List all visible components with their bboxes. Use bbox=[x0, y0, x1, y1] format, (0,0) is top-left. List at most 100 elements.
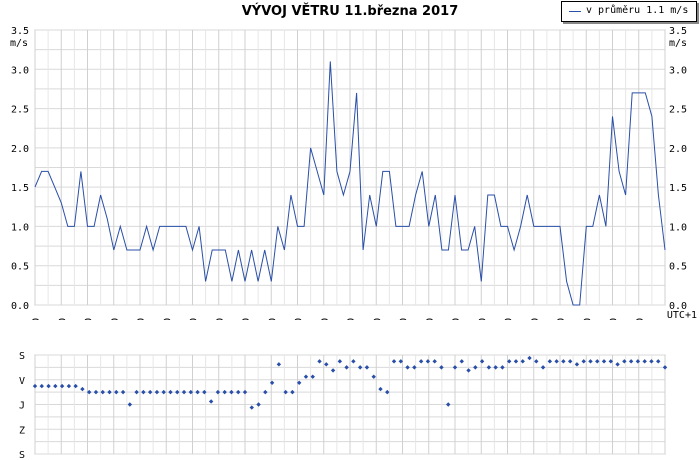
wind-direction-point bbox=[222, 389, 227, 395]
y-tick-label-right: 1.0 bbox=[669, 222, 687, 233]
wind-direction-point bbox=[493, 365, 498, 370]
wind-direction-point bbox=[263, 389, 268, 395]
wind-direction-point bbox=[378, 386, 383, 392]
dir-y-tick-label: S bbox=[19, 351, 25, 362]
y-tick-label-left: 1.5 bbox=[11, 183, 29, 194]
x-tick-label: 17:00 bbox=[477, 318, 488, 320]
wind-direction-point bbox=[188, 389, 194, 395]
x-tick-label: 02:00 bbox=[84, 318, 95, 320]
wind-direction-point bbox=[595, 359, 600, 364]
wind-direction-point bbox=[269, 380, 275, 385]
x-tick-label: 13:00 bbox=[372, 318, 383, 320]
wind-direction-point bbox=[120, 389, 126, 395]
wind-direction-point bbox=[168, 389, 173, 395]
wind-direction-point bbox=[283, 389, 288, 395]
wind-direction-point bbox=[473, 365, 478, 370]
wind-direction-point bbox=[276, 362, 282, 367]
wind-direction-point bbox=[303, 374, 309, 379]
x-tick-label: 01:00 bbox=[57, 318, 68, 320]
wind-direction-point bbox=[398, 359, 404, 364]
wind-direction-point bbox=[256, 402, 261, 407]
dir-y-tick-label: S bbox=[19, 450, 25, 460]
x-tick-label: 06:00 bbox=[189, 318, 200, 320]
wind-direction-point bbox=[46, 383, 51, 389]
y-tick-label-right: 0.5 bbox=[669, 262, 687, 273]
wind-direction-point bbox=[317, 359, 322, 364]
wind-direction-point bbox=[229, 389, 234, 395]
x-tick-label: 11:00 bbox=[320, 318, 331, 320]
x-tick-label: 04:00 bbox=[136, 318, 147, 320]
dir-y-tick-label: J bbox=[19, 401, 25, 412]
wind-direction-point bbox=[418, 359, 424, 364]
wind-direction-point bbox=[86, 389, 92, 395]
wind-direction-point bbox=[242, 389, 248, 395]
wind-direction-point bbox=[466, 368, 471, 373]
wind-direction-point bbox=[540, 365, 546, 370]
wind-direction-point bbox=[656, 359, 661, 364]
wind-direction-point bbox=[59, 383, 65, 389]
wind-direction-point bbox=[107, 389, 112, 395]
y-tick-label-right: 3.5 bbox=[669, 26, 687, 37]
wind-direction-point bbox=[324, 362, 329, 367]
wind-direction-point bbox=[351, 359, 356, 364]
wind-direction-point bbox=[175, 389, 180, 395]
wind-direction-point bbox=[80, 386, 85, 392]
wind-direction-point bbox=[581, 359, 586, 364]
x-tick-label: 08:00 bbox=[241, 318, 252, 320]
wind-direction-point bbox=[527, 355, 532, 361]
wind-direction-point bbox=[649, 359, 654, 364]
wind-direction-point bbox=[615, 362, 620, 367]
x-tick-label: 05:00 bbox=[162, 318, 173, 320]
x-tick-label: 18:00 bbox=[504, 318, 515, 320]
wind-direction-point bbox=[249, 405, 254, 410]
x-axis-unit-label: UTC+1 bbox=[667, 310, 697, 320]
wind-direction-point bbox=[662, 365, 668, 370]
wind-direction-point bbox=[53, 383, 58, 389]
wind-direction-point bbox=[500, 365, 505, 370]
wind-direction-point bbox=[574, 362, 580, 367]
wind-direction-point bbox=[547, 359, 553, 364]
wind-direction-point bbox=[154, 389, 160, 395]
x-tick-label: 09:00 bbox=[267, 318, 278, 320]
wind-direction-point bbox=[486, 365, 492, 370]
y-tick-label-left: 0.0 bbox=[11, 301, 29, 312]
wind-direction-point bbox=[364, 365, 370, 370]
x-tick-label: 00:00 bbox=[31, 318, 42, 320]
wind-direction-point bbox=[344, 365, 349, 370]
wind-direction-point bbox=[452, 365, 458, 370]
y-axis-unit-left: m/s bbox=[10, 38, 28, 49]
wind-direction-point bbox=[506, 359, 512, 364]
x-tick-label: 14:00 bbox=[399, 318, 410, 320]
y-tick-label-right: 1.5 bbox=[669, 183, 687, 194]
wind-direction-point bbox=[66, 383, 72, 389]
y-tick-label-right: 0.0 bbox=[669, 301, 687, 312]
wind-speed-line bbox=[34, 61, 666, 306]
x-tick-label: 12:00 bbox=[346, 318, 357, 320]
y-tick-label-left: 2.0 bbox=[11, 144, 29, 155]
wind-direction-point bbox=[337, 359, 343, 364]
wind-direction-point bbox=[561, 359, 566, 364]
y-tick-label-left: 0.5 bbox=[11, 262, 29, 273]
x-tick-label: 22:00 bbox=[609, 318, 620, 320]
x-tick-label: 19:00 bbox=[530, 318, 541, 320]
wind-direction-point bbox=[141, 389, 146, 395]
x-tick-label: 23:00 bbox=[635, 318, 646, 320]
wind-direction-point bbox=[296, 380, 302, 385]
wind-direction-point bbox=[73, 383, 78, 389]
wind-direction-point bbox=[371, 374, 376, 379]
wind-direction-point bbox=[412, 365, 417, 370]
y-tick-label-left: 3.0 bbox=[11, 65, 29, 76]
wind-direction-chart: S V J Z S bbox=[19, 351, 668, 460]
dir-y-tick-label: V bbox=[19, 376, 25, 387]
legend-label: v průměru 1.1 m/s bbox=[586, 5, 689, 16]
x-tick-label: 21:00 bbox=[582, 318, 593, 320]
legend: v průměru 1.1 m/s bbox=[561, 1, 697, 22]
wind-direction-point bbox=[161, 389, 166, 395]
wind-direction-point bbox=[93, 389, 99, 395]
wind-direction-point bbox=[208, 399, 214, 404]
wind-direction-point bbox=[127, 402, 133, 407]
wind-direction-point bbox=[439, 365, 444, 370]
wind-direction-point bbox=[391, 359, 397, 364]
wind-direction-point bbox=[405, 365, 410, 370]
